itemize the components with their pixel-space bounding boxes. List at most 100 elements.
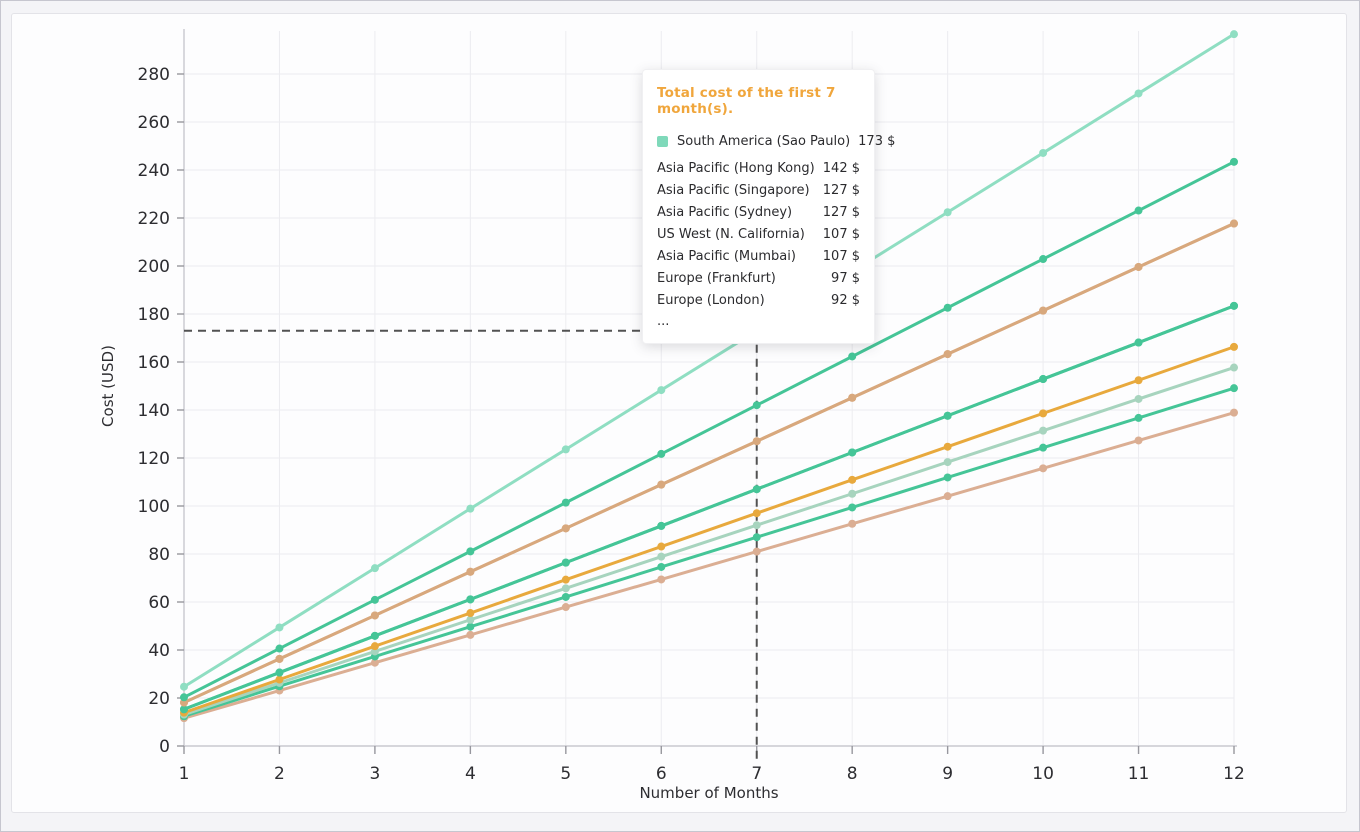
series-line[interactable] — [182, 160, 1236, 699]
data-point[interactable] — [848, 489, 857, 498]
data-point[interactable] — [370, 658, 379, 667]
data-point[interactable] — [752, 401, 761, 410]
data-point[interactable] — [943, 473, 952, 482]
data-point[interactable] — [1230, 157, 1238, 166]
data-point[interactable] — [943, 411, 952, 420]
data-point[interactable] — [1230, 363, 1238, 372]
data-point[interactable] — [561, 575, 570, 584]
data-point[interactable] — [657, 521, 666, 530]
data-point[interactable] — [370, 595, 379, 604]
data-point[interactable] — [1134, 206, 1143, 215]
data-point[interactable] — [561, 498, 570, 507]
data-point[interactable] — [848, 519, 857, 528]
data-point[interactable] — [1134, 338, 1143, 347]
data-point[interactable] — [848, 475, 857, 484]
data-point[interactable] — [275, 644, 284, 653]
data-point[interactable] — [180, 682, 188, 691]
data-point[interactable] — [848, 352, 857, 361]
data-point[interactable] — [466, 595, 475, 604]
data-point[interactable] — [1039, 148, 1048, 157]
data-point[interactable] — [657, 386, 666, 395]
data-point[interactable] — [370, 631, 379, 640]
data-point[interactable] — [561, 603, 570, 612]
series-line[interactable] — [182, 345, 1236, 715]
data-point[interactable] — [561, 524, 570, 533]
tooltip-row-value: 107 $ — [822, 248, 860, 264]
data-point[interactable] — [943, 442, 952, 451]
data-point[interactable] — [1039, 375, 1048, 384]
data-point[interactable] — [180, 693, 188, 702]
data-point[interactable] — [561, 584, 570, 593]
data-point[interactable] — [943, 350, 952, 359]
data-point[interactable] — [657, 480, 666, 489]
data-point[interactable] — [1134, 262, 1143, 271]
data-point[interactable] — [1039, 306, 1048, 315]
data-point[interactable] — [1039, 464, 1048, 473]
data-point[interactable] — [1039, 426, 1048, 435]
data-point[interactable] — [1230, 384, 1238, 393]
data-point[interactable] — [943, 492, 952, 501]
data-point[interactable] — [370, 564, 379, 573]
data-point[interactable] — [180, 705, 188, 714]
data-point[interactable] — [943, 208, 952, 217]
x-tick-label: 7 — [751, 764, 762, 784]
data-point[interactable] — [275, 668, 284, 677]
data-point[interactable] — [752, 533, 761, 542]
data-point[interactable] — [848, 503, 857, 512]
data-point[interactable] — [466, 504, 475, 513]
data-point[interactable] — [1039, 255, 1048, 264]
data-point[interactable] — [1039, 443, 1048, 452]
data-point[interactable] — [466, 609, 475, 618]
data-point[interactable] — [657, 542, 666, 551]
x-tick-label: 12 — [1223, 764, 1245, 784]
data-point[interactable] — [1230, 219, 1238, 228]
data-point[interactable] — [275, 654, 284, 663]
series-line[interactable] — [182, 411, 1236, 720]
series-line[interactable] — [182, 304, 1236, 711]
x-tick-label: 11 — [1128, 764, 1150, 784]
y-tick-label: 260 — [138, 113, 170, 133]
data-point[interactable] — [1230, 342, 1238, 351]
series-line[interactable] — [182, 222, 1236, 705]
data-point[interactable] — [1230, 30, 1238, 39]
data-point[interactable] — [561, 592, 570, 601]
data-point[interactable] — [466, 567, 475, 576]
data-point[interactable] — [466, 622, 475, 631]
data-point[interactable] — [848, 393, 857, 402]
data-point[interactable] — [752, 547, 761, 556]
data-point[interactable] — [1134, 394, 1143, 403]
data-point[interactable] — [943, 458, 952, 467]
data-point[interactable] — [657, 562, 666, 571]
data-point[interactable] — [752, 485, 761, 494]
tooltip-row: Europe (Frankfurt) 97 $ — [657, 267, 860, 289]
data-point[interactable] — [1134, 436, 1143, 445]
data-point[interactable] — [1230, 408, 1238, 417]
series-line[interactable] — [182, 386, 1236, 718]
data-point[interactable] — [1039, 409, 1048, 418]
data-point[interactable] — [943, 303, 952, 312]
tooltip-row: US West (N. California) 107 $ — [657, 223, 860, 245]
data-point[interactable] — [752, 521, 761, 530]
data-point[interactable] — [1134, 413, 1143, 422]
series-line[interactable] — [182, 366, 1236, 717]
data-point[interactable] — [752, 509, 761, 518]
data-point[interactable] — [275, 675, 284, 684]
data-point[interactable] — [848, 448, 857, 457]
data-point[interactable] — [466, 615, 475, 624]
data-point[interactable] — [370, 611, 379, 620]
data-point[interactable] — [561, 558, 570, 567]
data-point[interactable] — [752, 437, 761, 446]
series-line[interactable] — [182, 32, 1236, 689]
data-point[interactable] — [561, 445, 570, 454]
data-point[interactable] — [1230, 301, 1238, 310]
x-tick-label: 9 — [942, 764, 953, 784]
data-point[interactable] — [1134, 89, 1143, 98]
data-point[interactable] — [466, 547, 475, 556]
data-point[interactable] — [1134, 376, 1143, 385]
data-point[interactable] — [275, 623, 284, 632]
data-point[interactable] — [657, 552, 666, 561]
data-point[interactable] — [370, 642, 379, 651]
data-point[interactable] — [657, 449, 666, 458]
data-point[interactable] — [466, 630, 475, 639]
data-point[interactable] — [657, 575, 666, 584]
